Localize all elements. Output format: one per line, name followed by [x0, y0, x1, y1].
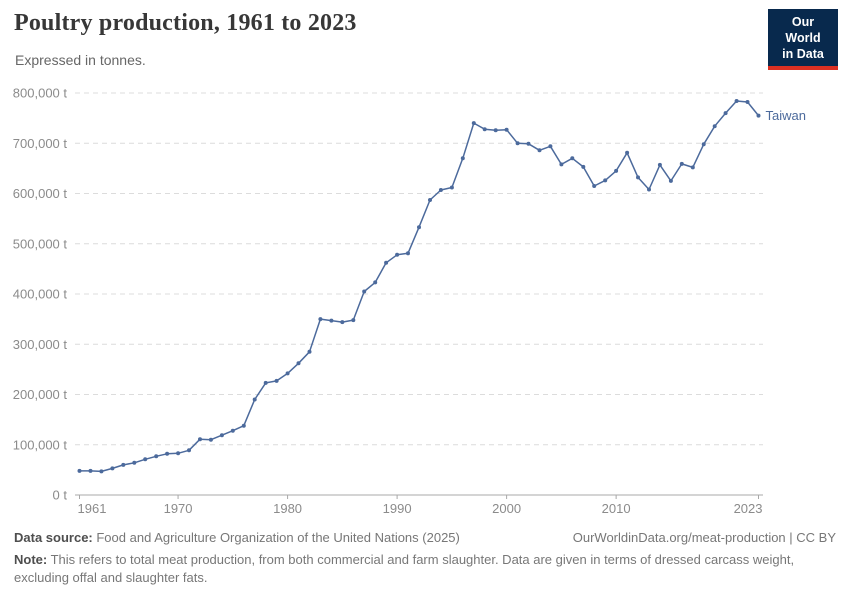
data-point	[351, 318, 356, 323]
data-point	[198, 437, 202, 442]
data-point	[526, 141, 531, 146]
data-point	[701, 142, 706, 147]
data-point	[187, 448, 191, 453]
data-point	[176, 451, 181, 456]
x-tick-label: 1970	[164, 501, 193, 516]
chart-note: Note: This refers to total meat producti…	[14, 551, 795, 586]
y-tick-label: 0 t	[53, 488, 68, 503]
data-point	[636, 175, 640, 180]
data-point	[625, 150, 630, 155]
data-point	[657, 162, 662, 167]
data-point	[428, 198, 432, 202]
y-tick-label: 100,000 t	[13, 437, 68, 452]
data-point	[241, 423, 246, 428]
data-point	[132, 460, 137, 465]
data-point	[603, 178, 608, 183]
x-tick-label: 2023	[734, 501, 763, 516]
series-line	[79, 100, 760, 473]
x-tick-label: 2010	[602, 501, 631, 516]
owid-logo-line2: in Data	[782, 47, 824, 61]
x-tick-label: 1990	[383, 501, 412, 516]
data-point	[307, 349, 312, 354]
data-point	[252, 397, 257, 402]
data-point	[143, 457, 148, 462]
x-tick-label: 1961	[78, 501, 107, 516]
chart-footer: Data source: Food and Agriculture Organi…	[14, 529, 836, 588]
data-point	[154, 454, 159, 459]
chart-subtitle: Expressed in tonnes.	[15, 52, 146, 68]
line-chart: 0 t 100,000 t 200,000 t 300,000 t 400,000 t 5…	[13, 86, 806, 517]
data-point	[471, 121, 476, 126]
data-point	[581, 164, 586, 169]
data-point	[734, 99, 739, 103]
owid-logo[interactable]: Our World in Data	[768, 9, 838, 70]
data-point	[647, 187, 651, 192]
data-point	[406, 251, 410, 256]
data-point	[88, 468, 93, 473]
x-tick-label: 1980	[273, 501, 302, 516]
data-point	[110, 466, 115, 471]
data-point	[417, 225, 421, 230]
data-point	[449, 185, 454, 190]
data-point	[219, 433, 224, 438]
y-tick-label: 700,000 t	[13, 136, 68, 151]
data-point	[493, 128, 498, 133]
y-tick-label: 600,000 t	[13, 186, 68, 201]
entity-label: Taiwan	[766, 108, 806, 123]
data-source-text: Data source: Food and Agriculture Organi…	[14, 530, 460, 545]
data-point	[460, 156, 465, 161]
attribution-link[interactable]: OurWorldinData.org/meat-production | CC …	[572, 530, 836, 545]
y-tick-label: 300,000 t	[13, 337, 68, 352]
data-point	[723, 111, 728, 116]
owid-logo-line1: Our World	[785, 15, 821, 45]
data-point	[285, 371, 290, 376]
data-point	[77, 468, 82, 473]
data-point	[362, 289, 367, 294]
y-tick-label: 500,000 t	[13, 236, 68, 251]
data-point	[504, 127, 509, 132]
data-point	[690, 165, 695, 170]
y-tick-label: 400,000 t	[13, 287, 68, 302]
data-point	[668, 178, 673, 183]
data-point	[679, 161, 684, 166]
data-point	[99, 469, 104, 474]
page-title: Poultry production, 1961 to 2023	[14, 10, 357, 36]
data-point	[296, 361, 301, 366]
note-label: Note:	[14, 551, 48, 567]
data-point	[373, 280, 378, 285]
data-point	[559, 162, 564, 167]
data-point	[537, 148, 542, 153]
data-point	[438, 188, 443, 192]
data-point	[756, 113, 761, 118]
y-tick-label: 800,000 t	[13, 86, 68, 101]
data-point	[340, 320, 345, 325]
data-point	[745, 100, 750, 104]
data-point	[165, 451, 170, 456]
data-point	[712, 124, 717, 129]
data-point	[384, 260, 389, 265]
data-point	[592, 184, 597, 188]
data-point	[515, 141, 520, 146]
y-tick-label: 200,000 t	[13, 387, 68, 402]
data-point	[570, 156, 575, 161]
data-point	[208, 437, 213, 442]
data-point	[548, 144, 553, 149]
data-point	[121, 462, 126, 467]
data-source-label: Data source:	[14, 530, 93, 545]
data-point	[263, 380, 268, 385]
x-tick-label: 2000	[492, 501, 521, 516]
data-point	[274, 378, 279, 383]
data-point	[482, 127, 487, 132]
data-point	[329, 318, 334, 323]
data-point	[614, 168, 619, 173]
data-point	[230, 428, 235, 433]
data-point	[318, 317, 323, 322]
data-point	[395, 252, 400, 257]
